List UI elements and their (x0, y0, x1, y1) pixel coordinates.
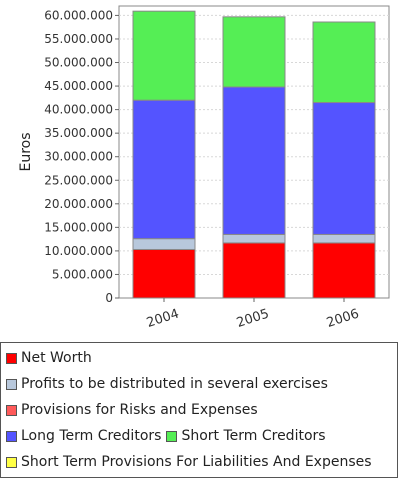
x-tick-label: 2005 (235, 306, 271, 330)
legend-row: Net Worth (6, 349, 97, 367)
legend-swatch (6, 404, 17, 416)
legend-row: Profits to be distributed in several exe… (6, 375, 333, 393)
y-tick-label: 20.000.000 (44, 197, 113, 211)
bar-segment (132, 248, 196, 299)
y-tick-label: 15.000.000 (44, 220, 113, 234)
legend-swatch (166, 430, 178, 442)
legend-item: Net Worth (6, 350, 92, 366)
bar-segment (132, 238, 196, 250)
legend-row: Short Term Provisions For Liabilities An… (6, 453, 377, 471)
chart-legend: Net Worth Profits to be distributed in se… (0, 342, 398, 478)
x-tick-label: 2006 (325, 306, 361, 330)
bar-segment (222, 233, 286, 244)
y-tick-label: 5.000.000 (52, 267, 113, 281)
legend-row: Provisions for Risks and Expenses (6, 401, 263, 419)
legend-label: Profits to be distributed in several exe… (21, 376, 328, 392)
y-tick-label: 55.000.000 (44, 32, 113, 46)
bar-segment (132, 99, 196, 240)
legend-label: Short Term Provisions For Liabilities An… (21, 454, 372, 470)
legend-item: Profits to be distributed in several exe… (6, 376, 328, 392)
legend-label: Short Term Creditors (181, 428, 326, 444)
legend-item: Short Term Creditors (166, 428, 326, 444)
y-tick-label: 50.000.000 (44, 56, 113, 70)
bar-segment (222, 16, 286, 88)
legend-item: Long Term Creditors (6, 428, 161, 444)
legend-label: Long Term Creditors (21, 428, 162, 444)
x-tick-label: 2004 (145, 306, 181, 330)
bar-segment (312, 102, 376, 235)
y-tick-label: 45.000.000 (44, 79, 113, 93)
bar-segment (132, 10, 196, 101)
legend-swatch (6, 352, 17, 364)
y-tick-label: 60.000.000 (44, 8, 113, 22)
legend-swatch (6, 430, 17, 442)
y-tick-label: 35.000.000 (44, 126, 113, 140)
legend-item: Provisions for Risks and Expenses (6, 402, 258, 418)
y-tick-label: 40.000.000 (44, 103, 113, 117)
legend-row: Long Term Creditors Short Term Creditors (6, 427, 331, 445)
legend-item: Short Term Provisions For Liabilities An… (6, 454, 372, 470)
bar-segment (312, 233, 376, 244)
bar-segment (312, 242, 376, 299)
legend-label: Provisions for Risks and Expenses (21, 402, 258, 418)
bar-segment (222, 242, 286, 299)
bar-segment (222, 86, 286, 235)
y-tick-label: 10.000.000 (44, 244, 113, 258)
y-tick-label: 0 (105, 291, 113, 305)
y-axis-label: Euros (18, 132, 34, 171)
y-tick-label: 30.000.000 (44, 150, 113, 164)
y-tick-label: 25.000.000 (44, 173, 113, 187)
bar-segment (312, 21, 376, 104)
legend-swatch (6, 456, 17, 468)
legend-swatch (6, 378, 17, 390)
stacked-bar-chart: Euros 0 5.000.000 10.000.000 15.000.000 20.0… (18, 5, 390, 331)
legend-label: Net Worth (21, 350, 92, 366)
